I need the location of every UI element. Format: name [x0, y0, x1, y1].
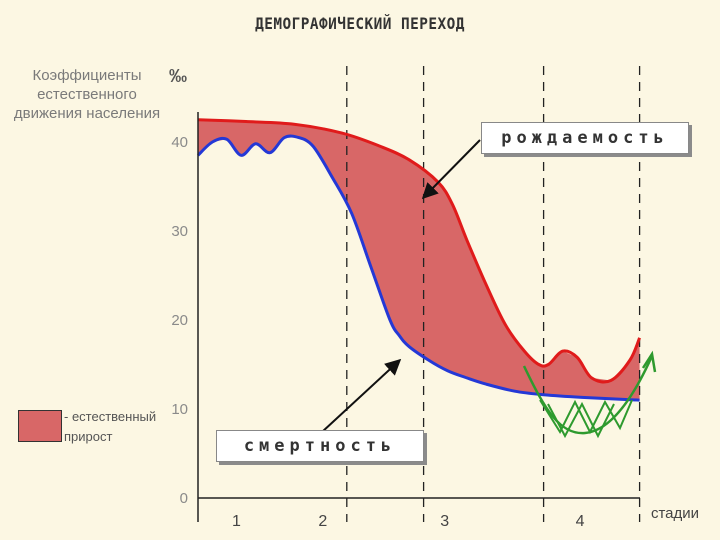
birth-rate-arrow [421, 139, 481, 200]
legend-swatch-natural-increase [18, 410, 62, 442]
stage-label-1: 1 [232, 513, 241, 530]
y-axis-label: Коэффициенты естественного движения насе… [13, 67, 161, 122]
annotation-death-rate: смертность [216, 430, 424, 462]
natural-increase-area [198, 119, 640, 401]
y-tick-label-10: 10 [171, 401, 188, 418]
death-rate-arrow [321, 358, 402, 433]
x-axis-label: стадии [651, 505, 699, 522]
annotation-birth-rate: рождаемость [481, 122, 689, 154]
green-scribble-curve [522, 355, 654, 435]
stage-label-3: 3 [440, 513, 449, 530]
green-scribble-arrow [641, 350, 657, 373]
y-tick-label-20: 20 [171, 312, 188, 329]
chart-title: ДЕМОГРАФИЧЕСКИЙ ПЕРЕХОД [255, 14, 465, 33]
y-tick-label-40: 40 [171, 134, 188, 151]
stage-label-4: 4 [576, 513, 585, 530]
y-axis-unit: ‰ [169, 66, 187, 86]
green-scribble-hatch [539, 399, 633, 439]
legend-label-natural-increase: - естественный прирост [64, 409, 157, 444]
y-tick-label-30: 30 [171, 223, 188, 240]
y-tick-label-0: 0 [180, 490, 188, 507]
birth-rate-line [197, 118, 641, 384]
death-rate-line [196, 134, 640, 402]
stage-label-2: 2 [318, 513, 327, 530]
